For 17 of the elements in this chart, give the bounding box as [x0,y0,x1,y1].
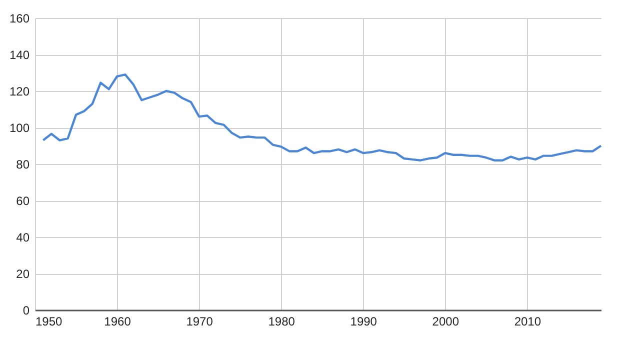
x-tick-label: 2010 [514,314,542,328]
x-tick-label: 1970 [186,314,214,328]
x-tick-label: 1990 [350,314,378,328]
y-tick-label: 60 [16,194,30,208]
y-tick-label: 160 [9,12,30,26]
line-series [42,73,602,162]
x-tick-label: 1980 [268,314,296,328]
y-tick-label: 120 [9,84,30,98]
y-tick-label: 40 [16,230,30,244]
y-tick-label: 140 [9,48,30,62]
x-tick-label: 1960 [104,314,132,328]
y-tick-label: 80 [16,158,30,172]
y-tick-label: 100 [9,121,30,135]
x-tick-label: 1950 [36,314,63,328]
y-tick-label: 0 [22,304,30,318]
y-tick-label: 20 [16,267,30,281]
x-tick-label: 2000 [432,314,460,328]
